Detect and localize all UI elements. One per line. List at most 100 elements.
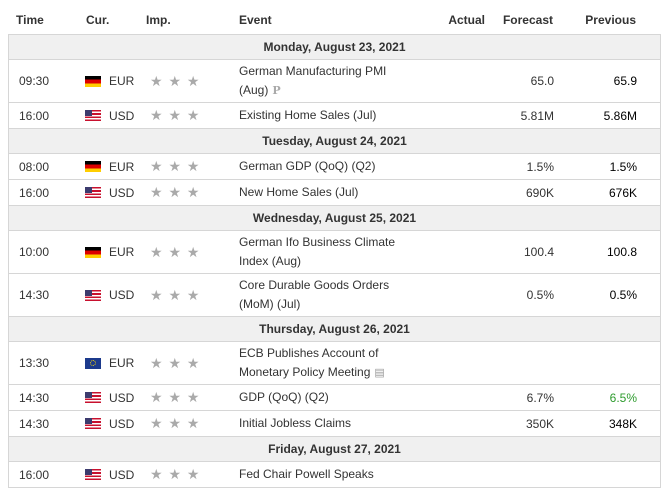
currency-cell: EUR [80,356,145,370]
event-time: 16:00 [19,185,50,200]
day-header: Tuesday, August 24, 2021 [9,129,660,154]
importance-stars-icon: ★ ★ ★ [150,184,201,200]
germany-flag-icon [85,161,101,172]
event-time: 16:00 [19,108,50,123]
usa-flag-icon [85,187,101,198]
importance-stars-icon: ★ ★ ★ [150,389,201,405]
table-header: Time Cur. Imp. Event Actual Forecast Pre… [8,6,661,34]
event-name-line2: (MoM) (Jul) [239,295,426,314]
usa-flag-icon [85,110,101,121]
table-row[interactable]: 16:00 USD ★ ★ ★ New Home Sales (Jul) 690K 676… [9,180,660,206]
event-name-line2-text: (MoM) (Jul) [239,297,301,311]
event-name-line1: Existing Home Sales (Jul) [239,108,377,122]
header-time[interactable]: Time [16,13,44,27]
previous-value: 65.9 [613,74,637,88]
event-name-line2: (Aug) P [239,81,426,100]
event-name[interactable]: Fed Chair Powell Speaks [233,465,426,484]
table-row[interactable]: 14:30 USD ★ ★ ★ Core Durable Goods Orders (M… [9,274,660,317]
currency-cell: USD [80,468,145,482]
day-header: Monday, August 23, 2021 [9,35,660,60]
currency-cell: USD [80,186,145,200]
table-row[interactable]: 16:00 USD ★ ★ ★ Fed Chair Powell Speaks [9,462,660,488]
header-previous[interactable]: Previous [585,13,636,27]
economic-calendar: Time Cur. Imp. Event Actual Forecast Pre… [8,6,661,488]
event-name-line2: Index (Aug) [239,252,426,271]
usa-flag-icon [85,469,101,480]
previous-value: 676K [608,185,637,200]
table-row[interactable]: 14:30 USD ★ ★ ★ Initial Jobless Claims 350K 3… [9,411,660,437]
forecast-value: 690K [525,185,554,200]
event-name-line1: German Ifo Business Climate [239,235,396,249]
document-icon[interactable]: ▤ [374,366,385,379]
table-row[interactable]: 13:30 EUR ★ ★ ★ ECB Publishes Account of Mon… [9,342,660,385]
table-row[interactable]: 09:30 EUR ★ ★ ★ German Manufacturing PMI (Au… [9,60,660,103]
currency-cell: USD [80,391,145,405]
event-name-line1: German GDP (QoQ) (Q2) [239,159,376,173]
table-row[interactable]: 08:00 EUR ★ ★ ★ German GDP (QoQ) (Q2) 1.5% 1.… [9,154,660,180]
importance-stars-icon: ★ ★ ★ [150,107,201,123]
day-header: Friday, August 27, 2021 [9,437,660,462]
previous-value: 100.8 [606,245,637,259]
importance-stars-icon: ★ ★ ★ [150,286,201,303]
event-name-line2-text: Monetary Policy Meeting [239,364,371,379]
header-event[interactable]: Event [239,13,272,27]
event-name[interactable]: GDP (QoQ) (Q2) [233,388,426,407]
events-table: Monday, August 23, 2021 09:30 EUR ★ ★ ★ Germ… [8,34,661,488]
preliminary-icon[interactable]: P [272,84,281,97]
currency-cell: EUR [80,160,145,174]
currency-code: USD [109,185,135,200]
header-forecast[interactable]: Forecast [502,13,553,27]
previous-value: 0.5% [609,288,637,302]
event-time: 14:30 [19,390,50,405]
usa-flag-icon [85,392,101,403]
forecast-value: 0.5% [526,288,554,302]
currency-code: USD [109,390,135,405]
usa-flag-icon [85,289,101,301]
event-name[interactable]: New Home Sales (Jul) [233,183,426,202]
importance-stars-icon: ★ ★ ★ [150,466,201,482]
event-name[interactable]: German Manufacturing PMI (Aug) P [233,62,426,100]
currency-code: USD [109,288,135,302]
event-name-line1: Fed Chair Powell Speaks [239,467,374,481]
header-currency[interactable]: Cur. [86,13,110,27]
forecast-value: 65.0 [530,74,554,88]
header-importance[interactable]: Imp. [146,13,171,27]
event-name[interactable]: German GDP (QoQ) (Q2) [233,157,426,176]
previous-value: 5.86M [603,108,637,123]
day-header: Thursday, August 26, 2021 [9,317,660,342]
event-time: 08:00 [19,159,50,174]
event-name[interactable]: Existing Home Sales (Jul) [233,106,426,125]
event-name[interactable]: ECB Publishes Account of Monetary Policy … [233,344,426,383]
event-time: 14:30 [19,416,50,431]
table-row[interactable]: 14:30 USD ★ ★ ★ GDP (QoQ) (Q2) 6.7% 6.5% [9,385,660,411]
currency-code: EUR [109,159,135,174]
forecast-value: 350K [525,416,554,431]
event-name-line2-text: Index (Aug) [239,254,302,268]
usa-flag-icon [85,418,101,429]
currency-cell: USD [80,288,145,302]
event-time: 09:30 [19,74,50,88]
event-time: 16:00 [19,467,50,482]
forecast-value: 6.7% [526,390,554,405]
currency-code: USD [109,467,135,482]
table-row[interactable]: 16:00 USD ★ ★ ★ Existing Home Sales (Jul) 5.… [9,103,660,129]
forecast-value: 1.5% [526,159,554,174]
importance-stars-icon: ★ ★ ★ [150,72,201,89]
event-name[interactable]: Core Durable Goods Orders (MoM) (Jul) [233,276,426,314]
event-time: 13:30 [19,356,50,370]
header-actual[interactable]: Actual [448,13,485,27]
table-row[interactable]: 10:00 EUR ★ ★ ★ German Ifo Business Climate… [9,231,660,274]
event-name-line1: German Manufacturing PMI [239,64,387,78]
event-name-line1: Initial Jobless Claims [239,416,352,430]
importance-stars-icon: ★ ★ ★ [150,243,201,260]
eu-flag-icon [85,357,101,369]
currency-code: EUR [109,356,135,370]
event-time: 10:00 [19,245,50,259]
event-name-line1: New Home Sales (Jul) [239,185,359,199]
event-name[interactable]: German Ifo Business Climate Index (Aug) [233,233,426,271]
forecast-value: 5.81M [520,108,554,123]
importance-stars-icon: ★ ★ ★ [150,354,201,371]
currency-code: EUR [109,245,135,259]
germany-flag-icon [85,246,101,258]
event-name[interactable]: Initial Jobless Claims [233,414,426,433]
